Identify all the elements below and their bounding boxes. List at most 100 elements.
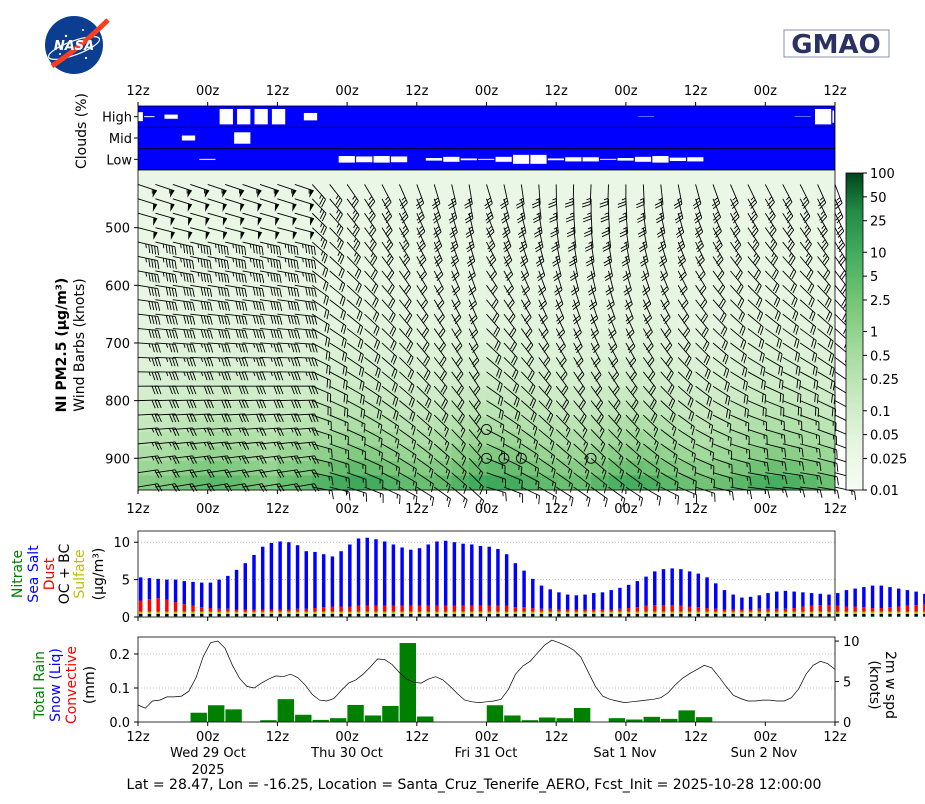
pm-cell [800, 199, 819, 215]
pm-cell [765, 359, 784, 375]
wind-barb [712, 198, 722, 224]
pm-cell [608, 257, 627, 273]
pm-cell [695, 460, 714, 476]
barb-full [154, 273, 157, 283]
wind-barb [137, 270, 160, 284]
pm-cell [138, 271, 156, 287]
barb-staff [207, 256, 228, 262]
pm-cell [660, 213, 679, 229]
barb-full [840, 272, 847, 281]
barb-full [238, 245, 241, 254]
wind-barb [764, 241, 779, 266]
barb-full [434, 257, 442, 264]
barb-full [805, 255, 811, 264]
pm-cell [782, 359, 801, 375]
pm-cell [416, 271, 435, 287]
pm-cell [138, 373, 156, 389]
barb-full [771, 269, 777, 278]
pm-cell [556, 257, 575, 273]
pm-cell [486, 184, 505, 200]
wind-barb [582, 184, 592, 208]
wind-barb [673, 184, 683, 209]
barb-full [500, 203, 509, 209]
pm-cell [695, 475, 714, 491]
pm-cell [451, 359, 470, 375]
pm-cell [399, 402, 418, 418]
barb-full [148, 244, 151, 254]
pm-cell [608, 228, 627, 244]
barb-full [370, 229, 377, 237]
barb-full [656, 218, 665, 224]
barb-full [168, 273, 172, 282]
barb-staff [172, 212, 193, 220]
pm-cell [416, 228, 435, 244]
pm-cell [364, 417, 383, 433]
wind-barb [172, 227, 193, 240]
barb-half [232, 243, 234, 249]
barb-full [587, 275, 596, 281]
barb-half [352, 195, 356, 200]
barb-full [241, 259, 244, 269]
pm-cell [190, 344, 209, 360]
barb-pennant [187, 203, 192, 212]
pm-cell [660, 300, 679, 316]
pm-cell [573, 184, 592, 200]
barb-full [819, 489, 823, 498]
barb-half [145, 243, 147, 249]
barb-staff [329, 256, 345, 271]
wind-barb [416, 213, 426, 238]
barb-staff [155, 212, 175, 220]
cloud-box [372, 155, 391, 164]
barb-full [336, 211, 341, 220]
barb-full [603, 261, 612, 267]
barb-full [416, 202, 425, 210]
barb-staff [190, 227, 210, 234]
wind-barb [551, 227, 560, 253]
barb-full [621, 258, 630, 264]
pm-cell [312, 344, 331, 360]
barb-half [162, 243, 165, 249]
barb-staff [137, 256, 158, 262]
barb-full [807, 257, 813, 266]
barb-full [279, 274, 282, 284]
pm-cell [765, 213, 784, 229]
barb-half [436, 240, 440, 244]
pm-cell [172, 228, 191, 244]
pm-cell [172, 402, 191, 418]
pm-cell [277, 170, 296, 186]
barb-full [296, 246, 299, 256]
barb-staff [155, 227, 175, 234]
barb-full [238, 259, 241, 268]
pm-cell [765, 228, 784, 244]
pm-cell [695, 431, 714, 447]
wind-barb [503, 256, 514, 281]
barb-full [618, 218, 627, 223]
barb-half [820, 211, 825, 215]
barb-half [291, 189, 293, 194]
pm-cell [538, 184, 557, 200]
barb-pennant [188, 231, 193, 240]
pm-cell [556, 300, 575, 316]
pm-cell [259, 475, 278, 491]
pm-cell [469, 475, 487, 491]
pm-cell [399, 460, 418, 476]
pm-cell [207, 257, 226, 273]
barb-full [569, 272, 578, 279]
pm-cell [399, 446, 418, 462]
wind-barb [277, 241, 299, 256]
barb-staff [555, 227, 560, 248]
pm-cell [138, 388, 156, 404]
pm-cell [730, 431, 749, 447]
wind-barb [155, 198, 175, 212]
barb-half [838, 239, 843, 244]
pm-cell [782, 460, 801, 476]
pm-cell [294, 402, 313, 418]
barb-half [552, 197, 557, 201]
barb-full [789, 243, 795, 252]
pm-cell [625, 170, 644, 186]
barb-staff [573, 256, 579, 277]
wind-barb [799, 241, 813, 266]
pm-cell [695, 417, 714, 433]
pm-cell [416, 359, 435, 375]
